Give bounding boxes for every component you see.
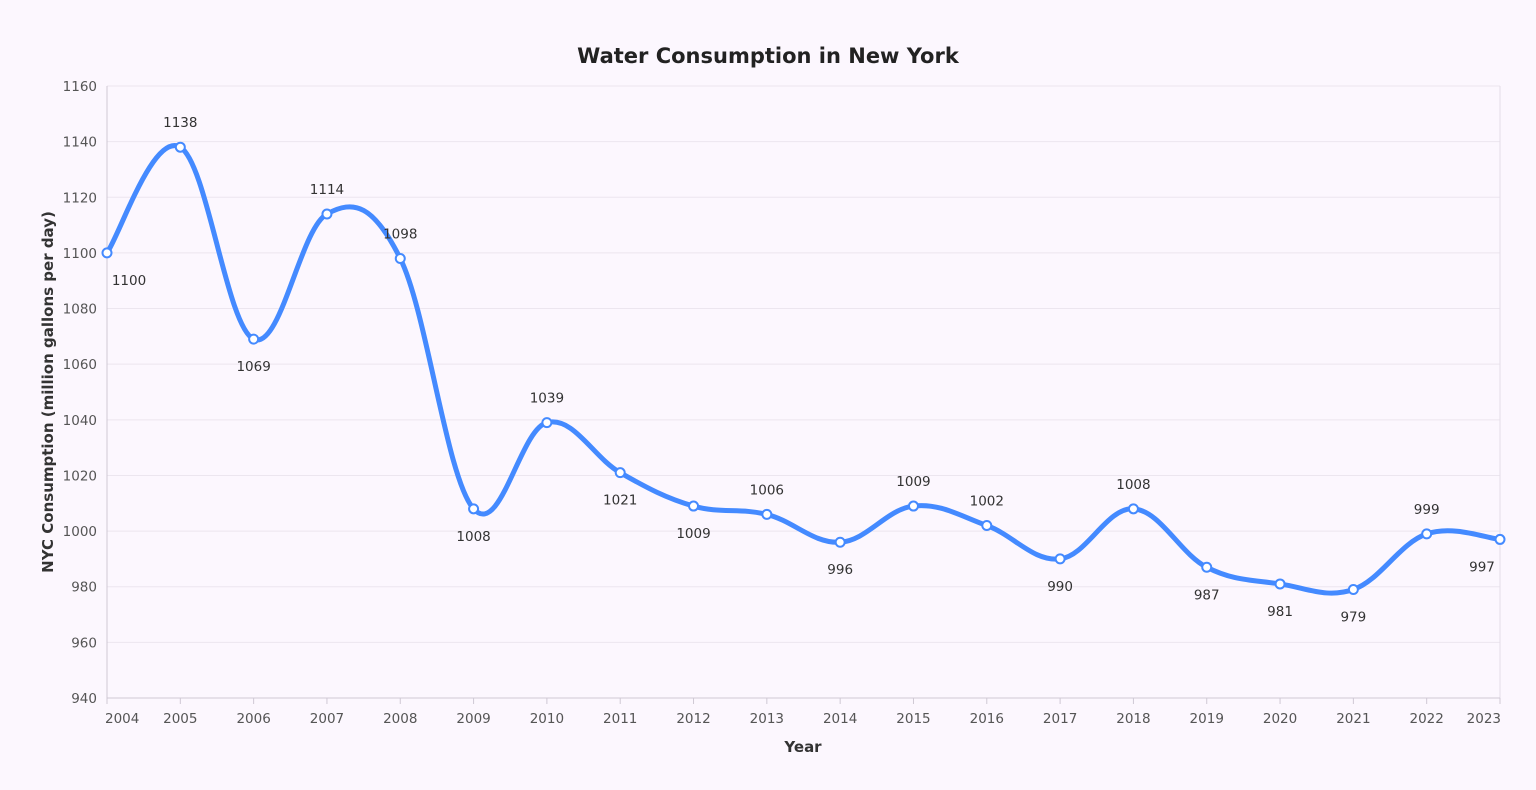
data-point xyxy=(1054,553,1066,565)
y-axis-label: NYC Consumption (million gallons per day… xyxy=(39,211,57,573)
x-tick-label: 2017 xyxy=(1043,711,1077,727)
y-tick-label: 1040 xyxy=(63,413,97,429)
y-tick-label: 1140 xyxy=(63,135,97,151)
data-label: 999 xyxy=(1414,502,1440,518)
data-point xyxy=(101,247,113,259)
x-tick-label: 2023 xyxy=(1467,711,1501,727)
x-tick-label: 2012 xyxy=(676,711,710,727)
y-tick-label: 1100 xyxy=(63,246,97,262)
data-label: 1006 xyxy=(750,482,784,498)
x-tick-label: 2005 xyxy=(163,711,197,727)
y-tick-label: 1000 xyxy=(63,524,97,540)
data-point xyxy=(1494,533,1506,545)
x-tick-label: 2004 xyxy=(105,711,139,727)
x-tick-label: 2014 xyxy=(823,711,857,727)
y-tick-label: 1160 xyxy=(63,79,97,95)
data-point xyxy=(1347,584,1359,596)
data-point xyxy=(834,536,846,548)
y-tick-label: 1020 xyxy=(63,468,97,484)
data-label: 1009 xyxy=(896,474,930,490)
data-point xyxy=(394,252,406,264)
y-tick-label: 960 xyxy=(71,635,97,651)
data-point xyxy=(614,467,626,479)
data-labels: 1100 1138 1069 1114 1098 1008 1039 1021 1009 1006… xyxy=(112,115,1495,625)
chart-title: Water Consumption in New York xyxy=(577,44,960,68)
data-label: 1100 xyxy=(112,273,146,289)
series xyxy=(101,141,1506,596)
x-tick-label: 2020 xyxy=(1263,711,1297,727)
data-label: 1021 xyxy=(603,493,637,509)
data-label: 996 xyxy=(827,562,853,578)
data-label: 981 xyxy=(1267,604,1293,620)
x-axis-label: Year xyxy=(783,738,822,756)
x-tick-label: 2011 xyxy=(603,711,637,727)
x-tick-label: 2016 xyxy=(970,711,1004,727)
data-point xyxy=(1421,528,1433,540)
y-tick-label: 940 xyxy=(71,691,97,707)
data-label: 1138 xyxy=(163,115,197,131)
x-tick-label: 2019 xyxy=(1190,711,1224,727)
x-tick-label: 2015 xyxy=(896,711,930,727)
x-tick-label: 2022 xyxy=(1410,711,1444,727)
y-tick-label: 1060 xyxy=(63,357,97,373)
data-label: 1008 xyxy=(1116,477,1150,493)
x-axis-ticks: 2004 2005 2006 2007 2008 2009 2010 2011 2012 2013… xyxy=(105,698,1501,727)
x-tick-label: 2021 xyxy=(1336,711,1370,727)
data-label: 1002 xyxy=(970,494,1004,510)
data-label: 1039 xyxy=(530,391,564,407)
data-label: 987 xyxy=(1194,587,1220,603)
x-tick-label: 2006 xyxy=(236,711,270,727)
x-tick-label: 2007 xyxy=(310,711,344,727)
data-label: 1098 xyxy=(383,226,417,242)
x-tick-label: 2009 xyxy=(456,711,490,727)
data-label: 1008 xyxy=(456,529,490,545)
data-point xyxy=(174,141,186,153)
data-label: 990 xyxy=(1047,579,1073,595)
y-tick-label: 1080 xyxy=(63,302,97,318)
data-label: 1009 xyxy=(676,526,710,542)
y-axis-ticks: 940 960 980 1000 1020 1040 1060 1080 1100 1120 114… xyxy=(63,79,97,707)
series-line xyxy=(104,143,1503,596)
data-label: 1114 xyxy=(310,182,344,198)
y-tick-label: 980 xyxy=(71,580,97,596)
data-point xyxy=(981,520,993,532)
x-tick-label: 2018 xyxy=(1116,711,1150,727)
data-point xyxy=(1274,578,1286,590)
data-point xyxy=(1201,561,1213,573)
data-label: 1069 xyxy=(236,359,270,375)
data-label: 979 xyxy=(1340,610,1366,626)
data-label: 997 xyxy=(1469,559,1495,575)
data-point xyxy=(688,500,700,512)
x-tick-label: 2008 xyxy=(383,711,417,727)
data-point xyxy=(1127,503,1139,515)
data-point xyxy=(248,333,260,345)
grid-lines xyxy=(106,85,1501,699)
data-point xyxy=(321,208,333,220)
x-tick-label: 2010 xyxy=(530,711,564,727)
data-point xyxy=(468,503,480,515)
x-tick-label: 2013 xyxy=(750,711,784,727)
data-point xyxy=(541,417,553,429)
y-tick-label: 1120 xyxy=(63,190,97,206)
data-point xyxy=(907,500,919,512)
data-point xyxy=(761,508,773,520)
